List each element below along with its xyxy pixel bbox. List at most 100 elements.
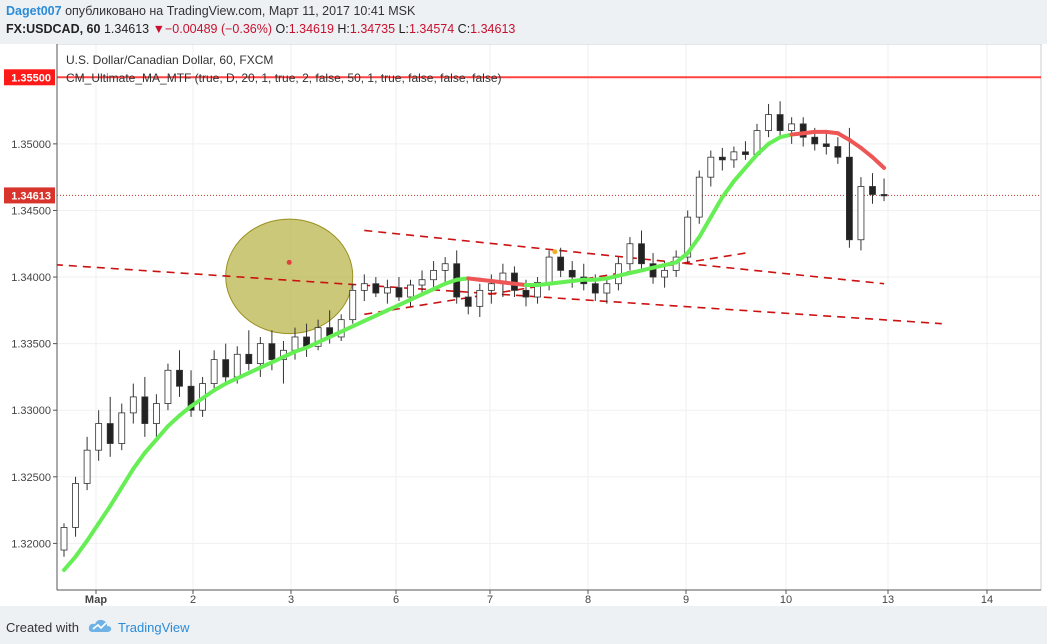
- circle-annotation[interactable]: [225, 218, 354, 335]
- close-label: C:: [457, 22, 471, 36]
- candle-down: [245, 353, 253, 365]
- candle-up: [314, 327, 322, 347]
- candle-down: [846, 156, 853, 241]
- candle-up: [152, 403, 160, 424]
- candle-up: [695, 176, 703, 218]
- tradingview-link[interactable]: TradingView: [118, 620, 190, 635]
- candle-down: [395, 287, 403, 298]
- candle-up: [233, 353, 241, 378]
- candle-down: [822, 143, 830, 147]
- open-value: 1.34619: [288, 22, 334, 36]
- ma-segment: [258, 360, 274, 370]
- price-tag-label: 1.35500: [11, 72, 51, 84]
- ma-segment: [304, 340, 321, 350]
- candle-up: [383, 287, 391, 294]
- ma-segment: [212, 381, 228, 393]
- candle-up: [730, 151, 738, 161]
- time-tick-label: 14: [981, 594, 993, 606]
- created-with-label: Created with: [6, 620, 79, 635]
- ma-segment: [108, 485, 124, 509]
- quote-line: FX:USDCAD, 60 1.34613 ▼−0.00489 (−0.36%)…: [6, 22, 515, 36]
- ma-segment: [246, 365, 263, 375]
- candle-down: [742, 151, 749, 155]
- candle-up: [129, 396, 137, 414]
- candle-up: [476, 289, 484, 307]
- ma-segment: [131, 450, 147, 471]
- ma-segment: [316, 334, 332, 345]
- candle-down: [464, 296, 472, 307]
- horizontal-lines[interactable]: [57, 76, 1041, 196]
- ma-segment: [674, 251, 690, 265]
- candle-up: [360, 283, 368, 291]
- ma-segment: [431, 281, 448, 292]
- candle-up: [534, 281, 541, 298]
- ma-segment: [720, 179, 736, 200]
- time-tick-label: 2: [190, 594, 196, 606]
- candle-up: [487, 283, 495, 291]
- moving-average: [62, 129, 887, 573]
- ma-segment: [708, 195, 725, 220]
- time-tick-label: 7: [487, 594, 493, 606]
- price-change: −0.00489 (−0.36%): [165, 22, 273, 36]
- ma-segment: [858, 145, 875, 160]
- candle-up: [118, 412, 126, 444]
- ma-segment: [350, 318, 367, 329]
- time-tick-label: 13: [882, 594, 894, 606]
- symbol-label: FX:USDCAD, 60: [6, 22, 101, 36]
- candle-down: [372, 283, 380, 294]
- ma-segment: [697, 215, 713, 240]
- price-tick-label: 1.32000: [11, 538, 51, 550]
- ma-segment: [189, 396, 205, 409]
- candle-up: [545, 256, 553, 283]
- candle-up: [661, 269, 668, 278]
- candle-up: [256, 343, 264, 365]
- time-tick-label: 10: [780, 594, 792, 606]
- candle-up: [430, 269, 438, 281]
- ma-segment: [200, 388, 217, 401]
- ma-segment: [766, 135, 783, 146]
- candle-up: [72, 483, 79, 528]
- price-axis[interactable]: 1.32000 1.32500 1.33000 1.33500 1.34000 1.345…: [0, 44, 58, 590]
- ma-segment: [743, 152, 759, 170]
- ma-segment: [142, 437, 159, 455]
- candles: [60, 101, 888, 557]
- price-tick-label: 1.32500: [11, 472, 51, 484]
- candle-up: [83, 449, 91, 484]
- candle-down: [557, 256, 565, 271]
- ma-segment: [443, 277, 459, 286]
- ma-segment: [269, 354, 286, 365]
- highlight-circle: [225, 218, 354, 335]
- chart-header: Daget007 опубликовано на TradingView.com…: [0, 0, 1047, 44]
- ma-segment: [281, 349, 297, 359]
- ma-segment: [420, 287, 436, 297]
- candle-down: [591, 283, 599, 294]
- time-tick-label: 6: [393, 594, 399, 606]
- ma-segment: [755, 141, 771, 157]
- candle-up: [349, 289, 357, 321]
- ma-segment: [119, 466, 136, 490]
- ma-segment: [847, 137, 863, 150]
- close-value: 1.34613: [470, 22, 516, 36]
- ma-segment: [62, 554, 78, 573]
- candle-up: [684, 216, 692, 258]
- tradingview-cloud-icon[interactable]: [88, 617, 112, 635]
- time-tick-label: 9: [683, 594, 689, 606]
- indicator-label: CM_Ultimate_MA_MTF (true, D, 20, 1, true…: [66, 71, 502, 85]
- time-axis[interactable]: Мар 2 3 6 7 8 9 10 13 14: [57, 589, 1041, 606]
- author-link[interactable]: Daget007: [6, 4, 62, 18]
- ma-segment: [870, 155, 887, 170]
- candle-up: [407, 284, 414, 298]
- chart-background: [0, 44, 1047, 606]
- ma-segment: [223, 376, 240, 386]
- ma-segment: [293, 345, 309, 354]
- candle-down: [141, 396, 149, 424]
- time-tick-label: 8: [585, 594, 591, 606]
- candle-up: [210, 359, 218, 384]
- candle-down: [568, 269, 576, 278]
- ma-segment: [362, 313, 378, 323]
- instrument-title: U.S. Dollar/Canadian Dollar, 60, FXCM: [66, 53, 273, 67]
- ma-segment: [165, 413, 182, 429]
- price-chart[interactable]: 1.32000 1.32500 1.33000 1.33500 1.34000 1.345…: [0, 44, 1047, 606]
- candle-up: [418, 279, 426, 286]
- candle-down: [811, 136, 819, 145]
